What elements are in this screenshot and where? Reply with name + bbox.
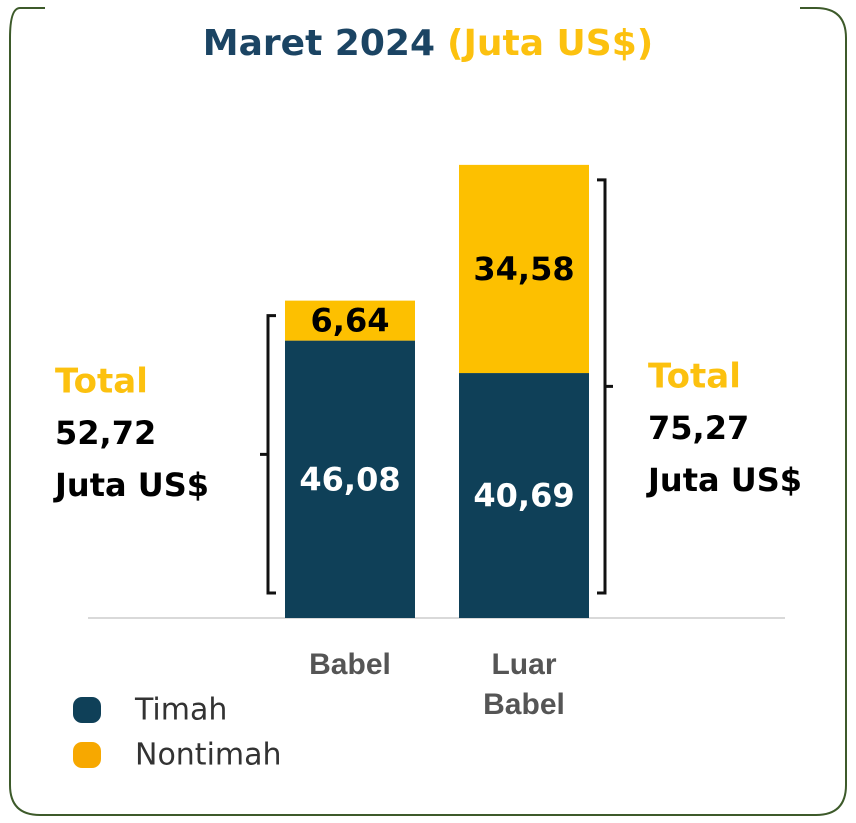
chart-title: Maret 2024 (Juta US$) (203, 23, 653, 64)
legend-swatch (73, 742, 101, 768)
bar-segment (285, 300, 415, 341)
value-label: 46,08 (299, 460, 400, 498)
bar-segment (459, 373, 589, 618)
subtitle: (Juta US$) (447, 23, 653, 64)
x-tick-label: Luar Babel (483, 648, 565, 721)
legend-swatch (73, 697, 101, 723)
legend-label: Nontimah (135, 738, 282, 773)
bar-segment (285, 340, 415, 618)
title: Maret 2024 (203, 23, 435, 64)
total-label: Total (648, 357, 741, 397)
value-label: 40,69 (473, 477, 574, 515)
total-value: 52,72 (55, 414, 156, 452)
bracket (260, 314, 276, 595)
legend-label: Timah (134, 693, 227, 728)
value-label: 34,58 (473, 250, 574, 288)
bracket (597, 178, 613, 595)
total-label: Total (55, 362, 148, 402)
x-tick-label: Babel (309, 648, 391, 681)
value-label: 6,64 (311, 302, 390, 340)
total-value: 75,27 (648, 409, 749, 447)
total-unit: Juta US$ (646, 461, 802, 499)
total-unit: Juta US$ (53, 466, 209, 504)
frame (9, 7, 847, 816)
bar-segment (459, 164, 589, 374)
